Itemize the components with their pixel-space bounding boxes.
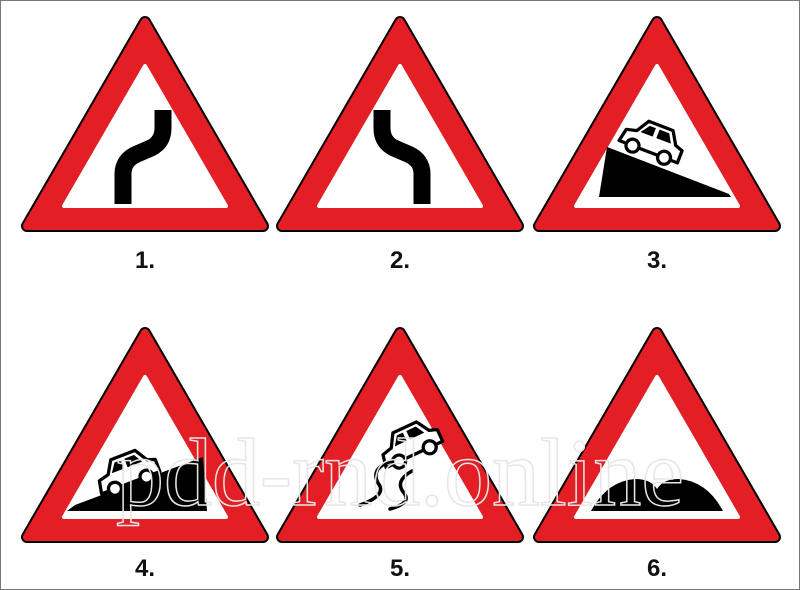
- warning-sign: [276, 327, 524, 543]
- sign-label: 2.: [390, 247, 410, 274]
- sign-symbol: [358, 413, 448, 511]
- sign-symbol: [373, 110, 431, 204]
- warning-sign: [21, 327, 269, 543]
- sign-symbol: [591, 479, 723, 511]
- warning-sign: [533, 327, 781, 543]
- sign-symbol: [599, 112, 731, 197]
- sign-symbol: [114, 110, 172, 204]
- warning-sign: [276, 16, 524, 232]
- sign-field: [574, 375, 740, 519]
- warning-sign: [533, 16, 781, 232]
- watermark: pdd-rnd.online: [116, 419, 684, 526]
- sign-label: 4.: [135, 555, 155, 582]
- sign-label: 6.: [647, 555, 667, 582]
- sign-field: [62, 64, 228, 208]
- sign-label: 1.: [135, 247, 155, 274]
- sign-label: 5.: [390, 555, 410, 582]
- sign-symbol: [67, 443, 207, 511]
- warning-sign: [21, 16, 269, 232]
- sign-field: [317, 64, 483, 208]
- sign-label: 3.: [647, 247, 667, 274]
